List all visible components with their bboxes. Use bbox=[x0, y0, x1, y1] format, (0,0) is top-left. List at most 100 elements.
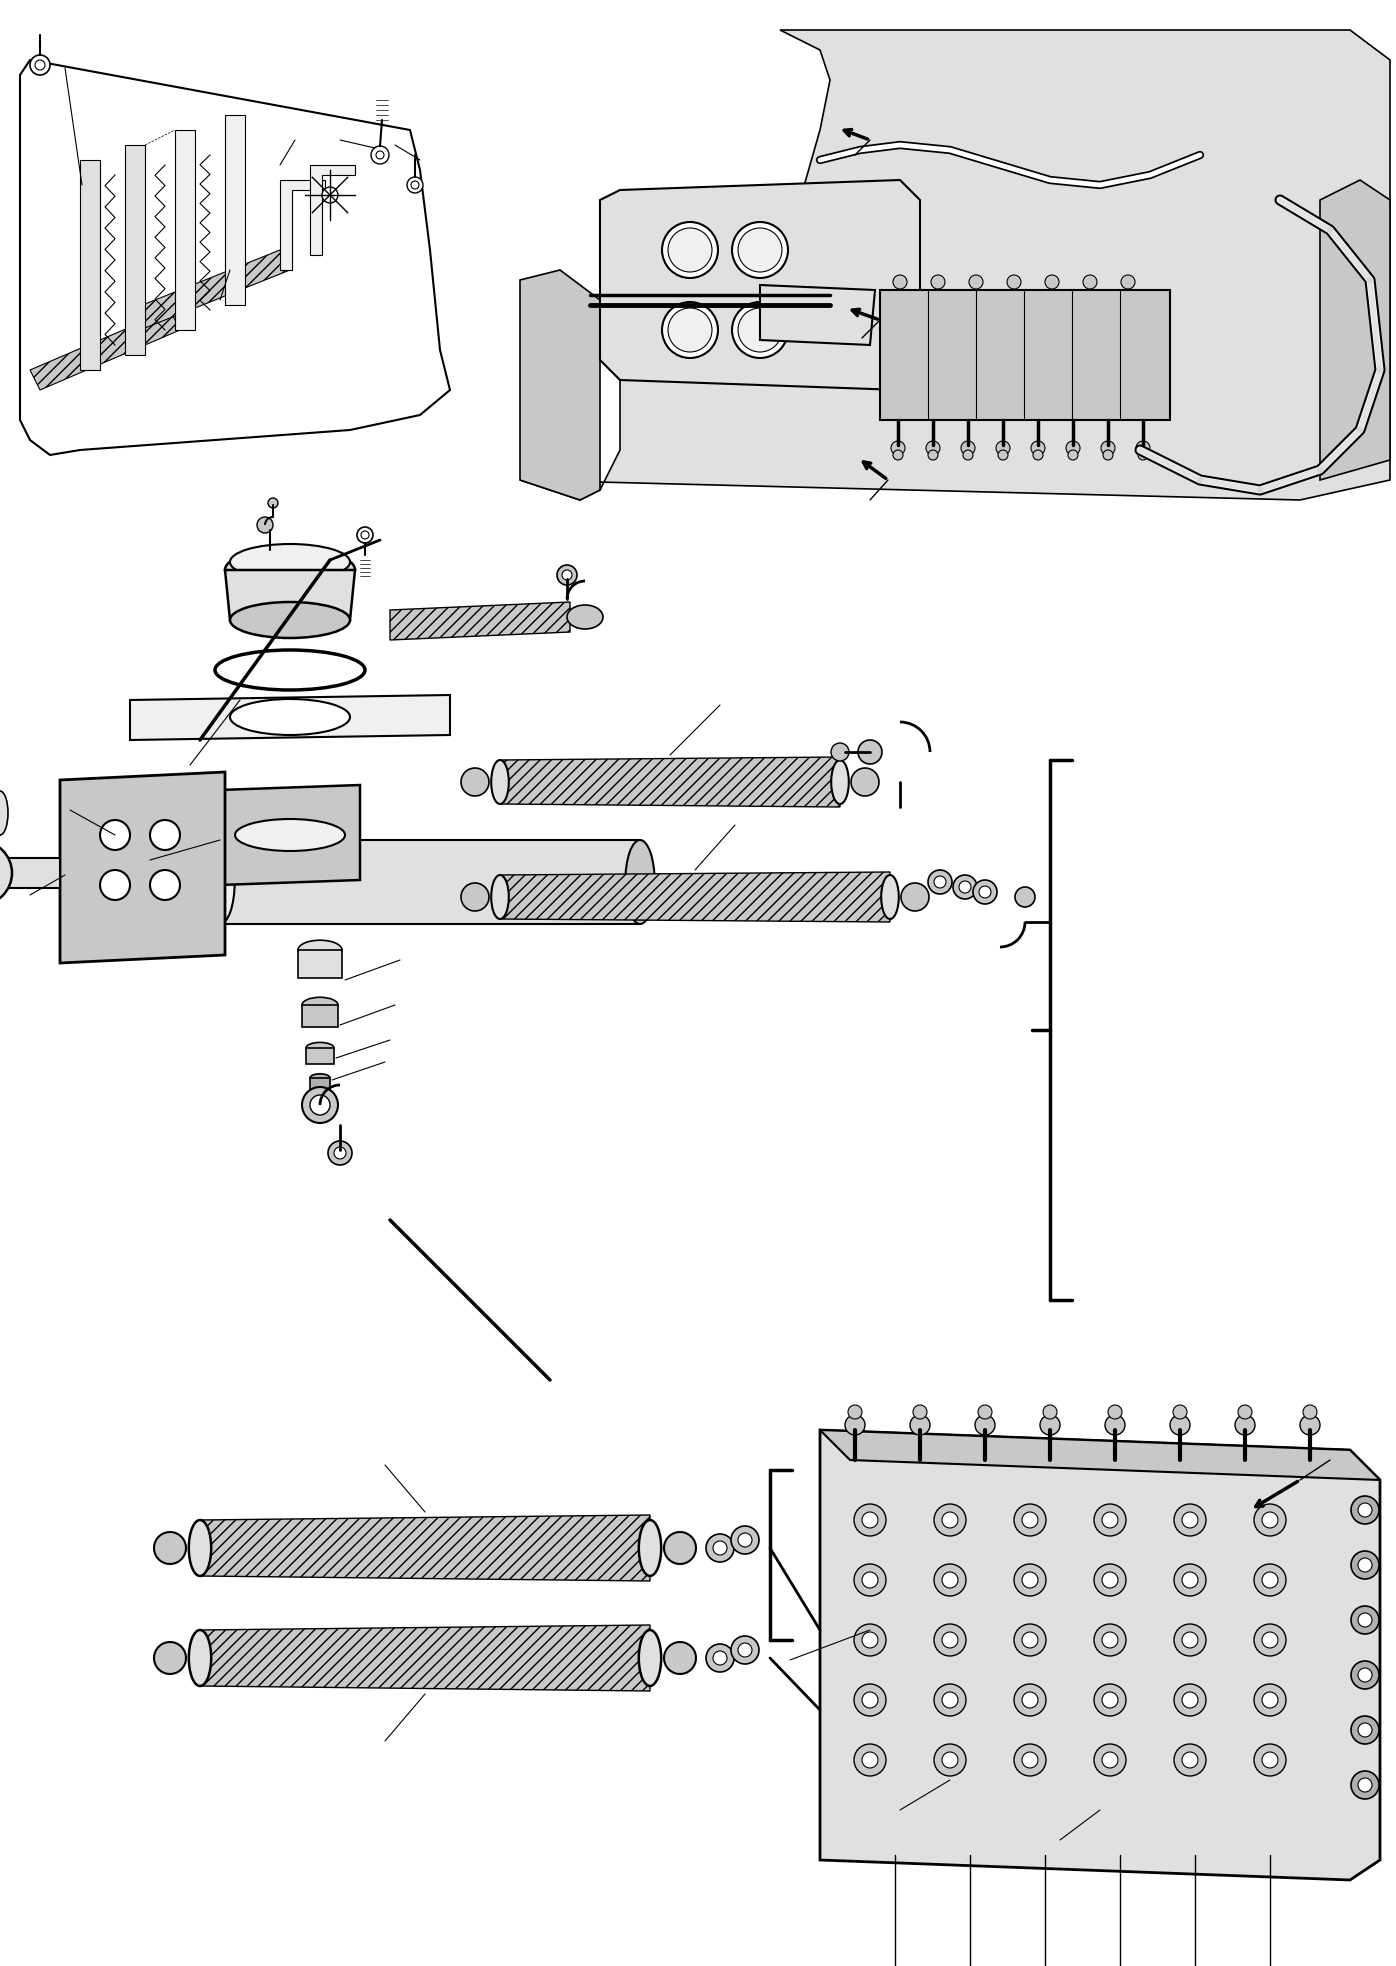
Circle shape bbox=[942, 1693, 958, 1708]
Circle shape bbox=[1007, 275, 1020, 289]
Ellipse shape bbox=[491, 761, 508, 804]
Circle shape bbox=[1067, 440, 1081, 454]
Ellipse shape bbox=[461, 769, 489, 796]
Circle shape bbox=[1040, 1416, 1060, 1435]
Circle shape bbox=[934, 1565, 966, 1596]
Circle shape bbox=[149, 820, 180, 849]
Circle shape bbox=[854, 1685, 886, 1716]
Circle shape bbox=[847, 1406, 861, 1419]
Circle shape bbox=[738, 1533, 752, 1547]
Polygon shape bbox=[306, 1048, 334, 1064]
Circle shape bbox=[1358, 1667, 1372, 1683]
Circle shape bbox=[974, 1416, 995, 1435]
Circle shape bbox=[1358, 1557, 1372, 1573]
Polygon shape bbox=[130, 250, 290, 330]
Circle shape bbox=[953, 875, 977, 898]
Circle shape bbox=[1254, 1504, 1286, 1535]
Circle shape bbox=[926, 440, 940, 454]
Circle shape bbox=[1013, 1504, 1046, 1535]
Circle shape bbox=[1022, 1752, 1039, 1767]
Circle shape bbox=[1022, 1693, 1039, 1708]
Ellipse shape bbox=[230, 602, 350, 639]
Circle shape bbox=[1262, 1573, 1277, 1589]
Circle shape bbox=[669, 228, 712, 271]
Circle shape bbox=[706, 1644, 734, 1671]
Circle shape bbox=[1173, 1406, 1187, 1419]
Circle shape bbox=[268, 497, 278, 507]
Circle shape bbox=[979, 1406, 993, 1419]
Circle shape bbox=[149, 871, 180, 900]
Circle shape bbox=[1174, 1624, 1206, 1655]
Ellipse shape bbox=[154, 1532, 186, 1565]
Ellipse shape bbox=[188, 1520, 211, 1577]
Polygon shape bbox=[225, 114, 246, 305]
Circle shape bbox=[1262, 1512, 1277, 1528]
Polygon shape bbox=[310, 165, 355, 256]
Circle shape bbox=[29, 55, 50, 75]
Circle shape bbox=[1101, 1693, 1118, 1708]
Circle shape bbox=[1068, 450, 1078, 460]
Circle shape bbox=[1046, 275, 1060, 289]
Circle shape bbox=[969, 275, 983, 289]
Circle shape bbox=[1351, 1661, 1379, 1689]
Ellipse shape bbox=[230, 545, 350, 580]
Polygon shape bbox=[29, 311, 180, 389]
Circle shape bbox=[1033, 450, 1043, 460]
Ellipse shape bbox=[154, 1642, 186, 1673]
Circle shape bbox=[942, 1752, 958, 1767]
Polygon shape bbox=[500, 757, 840, 806]
Circle shape bbox=[738, 309, 782, 352]
Polygon shape bbox=[130, 696, 450, 739]
Circle shape bbox=[942, 1512, 958, 1528]
Circle shape bbox=[1015, 887, 1034, 906]
Polygon shape bbox=[297, 950, 342, 977]
Circle shape bbox=[1174, 1504, 1206, 1535]
Circle shape bbox=[913, 1406, 927, 1419]
Circle shape bbox=[1358, 1722, 1372, 1738]
Circle shape bbox=[1094, 1685, 1127, 1716]
Circle shape bbox=[1043, 1406, 1057, 1419]
Ellipse shape bbox=[881, 875, 899, 918]
Circle shape bbox=[1235, 1416, 1255, 1435]
Polygon shape bbox=[500, 873, 891, 922]
Ellipse shape bbox=[0, 790, 8, 836]
Circle shape bbox=[854, 1744, 886, 1775]
Circle shape bbox=[1174, 1685, 1206, 1716]
Ellipse shape bbox=[461, 883, 489, 910]
Polygon shape bbox=[759, 285, 875, 344]
Circle shape bbox=[371, 145, 389, 163]
Circle shape bbox=[1358, 1612, 1372, 1628]
Circle shape bbox=[1170, 1416, 1189, 1435]
Circle shape bbox=[934, 1685, 966, 1716]
Circle shape bbox=[861, 1693, 878, 1708]
Circle shape bbox=[893, 450, 903, 460]
Circle shape bbox=[1013, 1744, 1046, 1775]
Circle shape bbox=[310, 1095, 329, 1115]
Circle shape bbox=[1022, 1512, 1039, 1528]
Circle shape bbox=[845, 1416, 866, 1435]
Circle shape bbox=[891, 440, 905, 454]
Circle shape bbox=[861, 1752, 878, 1767]
Circle shape bbox=[1013, 1624, 1046, 1655]
Circle shape bbox=[1083, 275, 1097, 289]
Ellipse shape bbox=[664, 1642, 697, 1673]
Polygon shape bbox=[200, 1626, 651, 1691]
Circle shape bbox=[662, 303, 718, 358]
Circle shape bbox=[732, 303, 787, 358]
Polygon shape bbox=[819, 1429, 1381, 1480]
Polygon shape bbox=[389, 602, 570, 641]
Polygon shape bbox=[879, 291, 1170, 421]
Circle shape bbox=[706, 1533, 734, 1563]
Polygon shape bbox=[80, 159, 101, 370]
Circle shape bbox=[1262, 1632, 1277, 1648]
Circle shape bbox=[738, 1644, 752, 1657]
Ellipse shape bbox=[188, 1630, 211, 1687]
Polygon shape bbox=[60, 773, 225, 963]
Circle shape bbox=[831, 743, 849, 761]
Polygon shape bbox=[281, 181, 325, 269]
Circle shape bbox=[861, 1512, 878, 1528]
Circle shape bbox=[334, 1146, 346, 1160]
Polygon shape bbox=[310, 1077, 329, 1089]
Circle shape bbox=[557, 564, 577, 586]
Circle shape bbox=[713, 1651, 727, 1665]
